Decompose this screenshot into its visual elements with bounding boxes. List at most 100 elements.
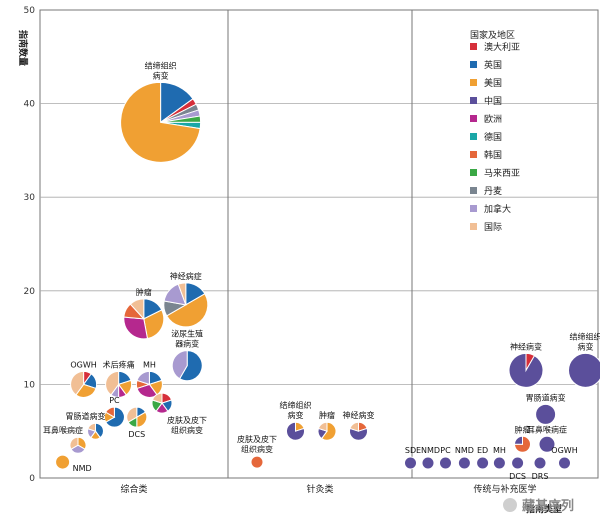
pie-slice (457, 456, 471, 470)
pie-slice (151, 392, 163, 404)
bubble-label: DCS (128, 430, 145, 439)
pie-slice (535, 403, 557, 425)
pie-slice (143, 309, 165, 340)
pie-slice (70, 370, 85, 396)
bubble-label: 肿瘤 (515, 424, 531, 434)
bubble-label: ENMD (416, 446, 440, 455)
pie-slice (568, 352, 600, 388)
y-tick-label: 40 (24, 100, 36, 110)
bubble-label: 病变 (153, 70, 169, 80)
legend-entry: 韩国 (484, 149, 502, 161)
bubble-label: 神经病变 (510, 341, 542, 351)
y-tick-label: 20 (24, 287, 36, 297)
bubble-label: 术后疼痛 (103, 359, 135, 369)
bubble-label: 结缔组织 (280, 400, 312, 410)
bubble: NMD (55, 454, 92, 473)
bubble: 肿瘤 (513, 424, 531, 453)
pie-slice (321, 421, 337, 441)
legend-entry: 欧洲 (484, 113, 502, 125)
legend-swatch (470, 187, 477, 194)
bubble: PC (439, 446, 452, 470)
x-category-label: 针灸类 (306, 483, 333, 495)
legend-swatch (470, 79, 477, 86)
bubble-label: 耳鼻喉病症 (43, 425, 83, 435)
pie-slice (171, 350, 188, 380)
bubble-label: PC (109, 396, 120, 405)
axis-layer: 0 10 20 30 40 50 综合类 针灸类 传统与补充医学 (24, 6, 537, 495)
pie-slice (349, 421, 359, 432)
bubble-label: 皮肤及皮下 (237, 434, 277, 444)
legend-swatch (470, 151, 477, 158)
legend-swatch (470, 61, 477, 68)
x-axis-title: 指南类型 (526, 503, 562, 515)
pie-slice (123, 316, 149, 340)
legend-swatch (470, 115, 477, 122)
bubble-label: 皮肤及皮下 (167, 415, 207, 425)
x-category-label: 综合类 (120, 483, 147, 495)
bubble: MH (492, 446, 506, 470)
pie-slice (177, 282, 187, 306)
y-axis-title: 指南数量 (17, 30, 29, 66)
pie-slice (513, 435, 523, 445)
bubble-label: 神经病症 (170, 271, 202, 281)
pie-slice (492, 456, 506, 470)
plot-frame (39, 9, 599, 479)
pie-slice (55, 454, 71, 470)
pie-slice (87, 422, 96, 432)
legend-swatch (470, 205, 477, 212)
legend-swatch (470, 223, 477, 230)
bubble: MH (135, 360, 163, 398)
bubble-label: 组织病变 (171, 425, 203, 435)
bubble-label: OGWH (551, 446, 577, 455)
bubble-label: DCS (509, 472, 526, 481)
pie-slice (136, 370, 150, 386)
bubble-label: DRS (532, 472, 549, 481)
legend-title: 国家及地区 (470, 29, 515, 41)
legend-entry: 马来西亚 (484, 168, 520, 179)
pie-slice (511, 456, 525, 470)
bubble-label: ED (477, 446, 488, 455)
bubble: 耳鼻喉病症 (527, 424, 567, 453)
legend-entry: 英国 (484, 59, 502, 71)
pie-slice (439, 456, 452, 470)
pie-slice (349, 427, 368, 441)
legend-swatch (470, 43, 477, 50)
pie-slice (69, 436, 79, 450)
pie-slice (179, 350, 203, 382)
watermark-text: 藏基序列 (522, 498, 574, 514)
bubble-label: 泌尿生殖 (171, 329, 203, 339)
bubble-label: MH (143, 360, 156, 369)
legend-swatch (470, 133, 477, 140)
bubble: ED (476, 446, 490, 470)
legend-entry: 国际 (484, 222, 502, 233)
wechat-icon (503, 498, 517, 512)
bubble-label: PC (440, 446, 451, 455)
bubble-label: 肿瘤 (136, 287, 152, 297)
pie-slice (105, 370, 120, 396)
y-tick-label: 0 (29, 474, 35, 484)
pie-slice (513, 435, 531, 453)
pie-slice (286, 421, 305, 441)
pie-slice (105, 406, 115, 419)
bubble: 术后疼痛 (103, 359, 135, 398)
bubble-label: SD (405, 446, 416, 455)
bubble-label: NMD (455, 446, 474, 455)
bubble: 神经病症 (163, 271, 209, 328)
pie-slice (126, 406, 138, 423)
bubble: 神经病变 (343, 410, 375, 441)
bubble-label: 肿瘤 (319, 410, 335, 420)
legend-swatch (470, 169, 477, 176)
legend-entry: 德国 (484, 131, 502, 143)
bubble: NMD (455, 446, 474, 470)
legend-entry: 澳大利亚 (484, 41, 520, 53)
pie-slice (250, 455, 264, 469)
grid-layer (39, 9, 599, 479)
pie-slice (476, 456, 490, 470)
